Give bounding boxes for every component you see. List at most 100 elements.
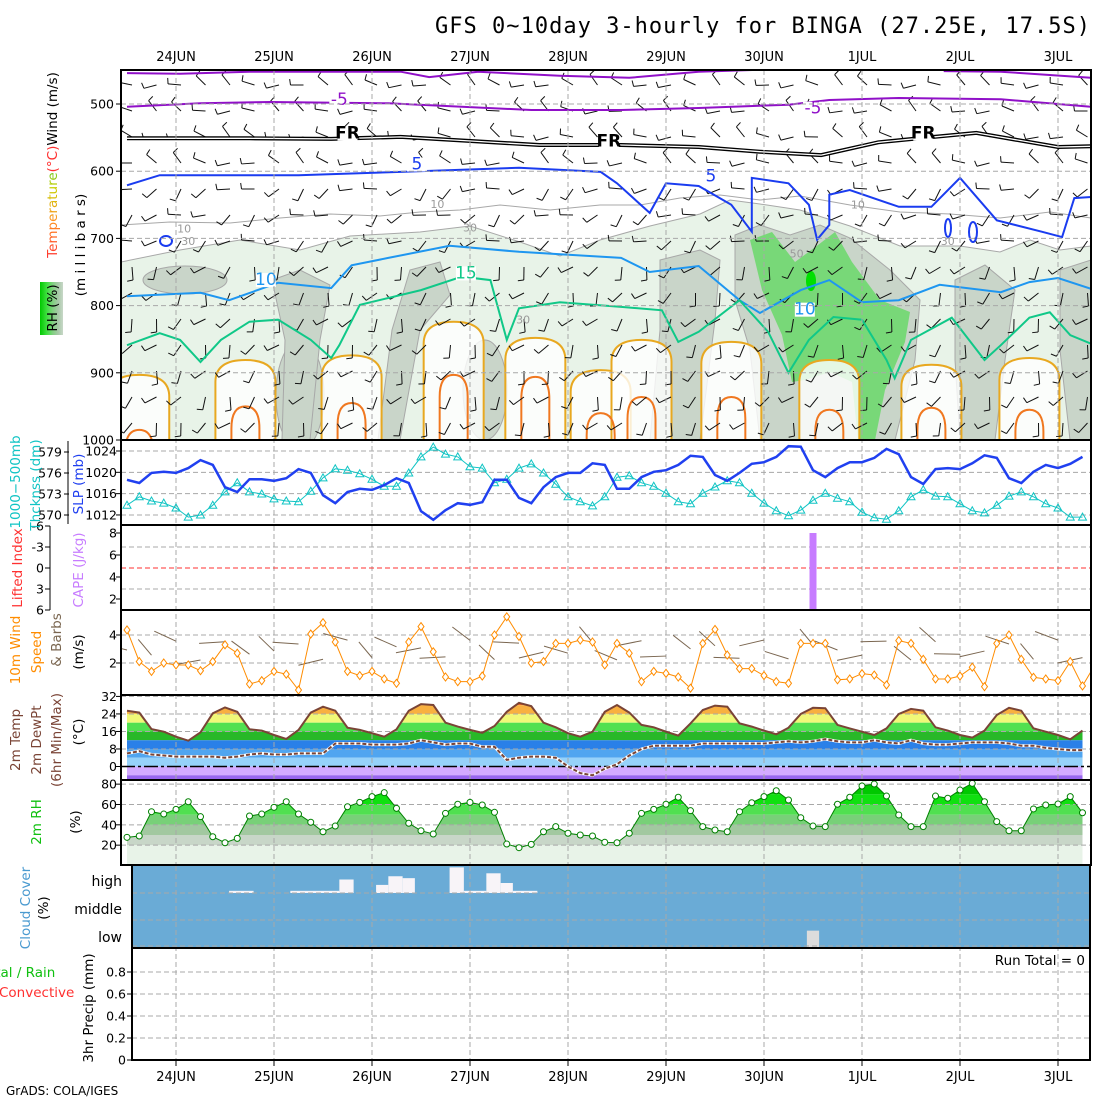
- tick-label: 1012: [85, 507, 117, 522]
- time-label-top: 2JUL: [946, 50, 976, 65]
- wind-barb: [640, 266, 648, 282]
- wind-barb: [1023, 82, 1039, 89]
- wind-barb: [394, 266, 402, 281]
- rh-point: [638, 809, 645, 817]
- thickness-point: [734, 477, 745, 487]
- tick-label: 20: [101, 838, 117, 853]
- footer-credit: GrADS: COLA/IGES: [6, 1084, 118, 1098]
- wind-speed-point: [858, 668, 866, 679]
- wind-barb: [337, 159, 353, 166]
- time-label-bottom: 3JUL: [1044, 1070, 1074, 1085]
- cloud-layer-label: high: [91, 874, 122, 890]
- tick-label: 8: [109, 741, 117, 756]
- panel-frames: [120, 69, 1092, 1061]
- temp-label-1: 2m Temp: [8, 709, 24, 771]
- time-label-bottom: 27JUN: [450, 1070, 490, 1085]
- wind-speed-point: [343, 666, 352, 677]
- wind-barb: [704, 422, 721, 431]
- wind-barb: [1000, 156, 1015, 164]
- rh-point: [772, 787, 780, 795]
- wind-barb: [190, 211, 206, 218]
- wind-speed-point: [307, 629, 315, 639]
- temperature-band: [127, 757, 1083, 767]
- wind-barb: [588, 122, 598, 138]
- wind-barb: [439, 396, 451, 410]
- rh-point: [650, 805, 658, 813]
- wind10-barb: [836, 654, 863, 661]
- wind-barb: [757, 422, 770, 436]
- wind-barb: [140, 240, 157, 247]
- rh-point: [172, 805, 180, 813]
- wind-barb: [366, 123, 378, 138]
- thickness-point: [281, 495, 292, 505]
- time-label-top: 28JUN: [548, 50, 588, 65]
- wind10-label-3: & Barbs: [49, 613, 65, 667]
- wind-barb: [778, 344, 794, 353]
- wind-barb: [337, 108, 353, 115]
- wind-barb: [459, 422, 476, 430]
- wind-barb: [900, 213, 917, 220]
- wind-speed-point: [723, 650, 731, 660]
- wind-barb: [836, 396, 843, 412]
- wind-speed-point: [1017, 654, 1025, 665]
- wind-barb: [876, 185, 892, 192]
- wind-barb: [834, 70, 843, 86]
- wind-barb: [141, 344, 157, 352]
- thickness-point: [893, 505, 904, 515]
- wind-barb: [222, 121, 231, 138]
- wind-barb: [949, 266, 966, 275]
- wind-speed-point: [123, 625, 131, 635]
- wind10-barb: [374, 636, 397, 648]
- wind-barb: [1000, 77, 1015, 86]
- wind-barb: [680, 318, 696, 328]
- zero-contour-loops: [159, 218, 978, 247]
- tick-label: 600: [90, 164, 114, 179]
- wind-speed-point: [466, 676, 474, 687]
- temperature-band: [127, 731, 1083, 741]
- wind-speed-point: [662, 668, 670, 679]
- contour-20c-lobe: [998, 357, 1061, 440]
- wind-speed-point: [772, 676, 780, 687]
- rh-point: [454, 800, 462, 808]
- wind-barb: [485, 234, 500, 242]
- wind-barb: [976, 214, 990, 227]
- time-label-top: 3JUL: [1044, 50, 1074, 65]
- wind-barb: [957, 396, 966, 411]
- thickness-point: [832, 493, 843, 502]
- thickness-point: [942, 491, 953, 501]
- wind-barb: [713, 292, 721, 308]
- wind-barb: [239, 157, 255, 165]
- thickness-point: [330, 463, 341, 473]
- wind-barb: [214, 422, 231, 429]
- tick-label: 32: [101, 689, 117, 704]
- wind-barb: [190, 188, 206, 199]
- wind-barb: [655, 344, 672, 354]
- wind-barb: [292, 188, 304, 202]
- wind-barb: [763, 266, 771, 282]
- time-label-top: 27JUN: [450, 50, 490, 65]
- wind10-barb: [579, 626, 593, 643]
- wind-barb: [368, 318, 378, 333]
- rh-point: [148, 808, 155, 816]
- wind-barb: [168, 344, 182, 357]
- wind-barb: [983, 396, 991, 412]
- wind-barb: [313, 188, 329, 199]
- time-label-bottom: 28JUN: [548, 1070, 588, 1085]
- wind-barb: [877, 78, 892, 86]
- slp-line: [126, 444, 1084, 522]
- tick-label: 800: [90, 298, 114, 313]
- wind-barb: [214, 159, 231, 167]
- temp-5-line: [126, 166, 1091, 242]
- wind-barb: [1075, 124, 1088, 138]
- cloud-bar-high: [500, 883, 513, 893]
- temp-minus5-line: [126, 96, 1091, 111]
- wind-barb: [386, 214, 402, 224]
- wind10-barb: [358, 641, 373, 658]
- contour-25c-lobe: [585, 412, 616, 440]
- contour-20c-lobe: [504, 336, 567, 440]
- precip-total-rain-label: Total / Rain: [0, 965, 55, 981]
- thickness-point: [293, 496, 304, 506]
- wind-barb: [313, 370, 329, 380]
- wind-barb: [949, 213, 966, 220]
